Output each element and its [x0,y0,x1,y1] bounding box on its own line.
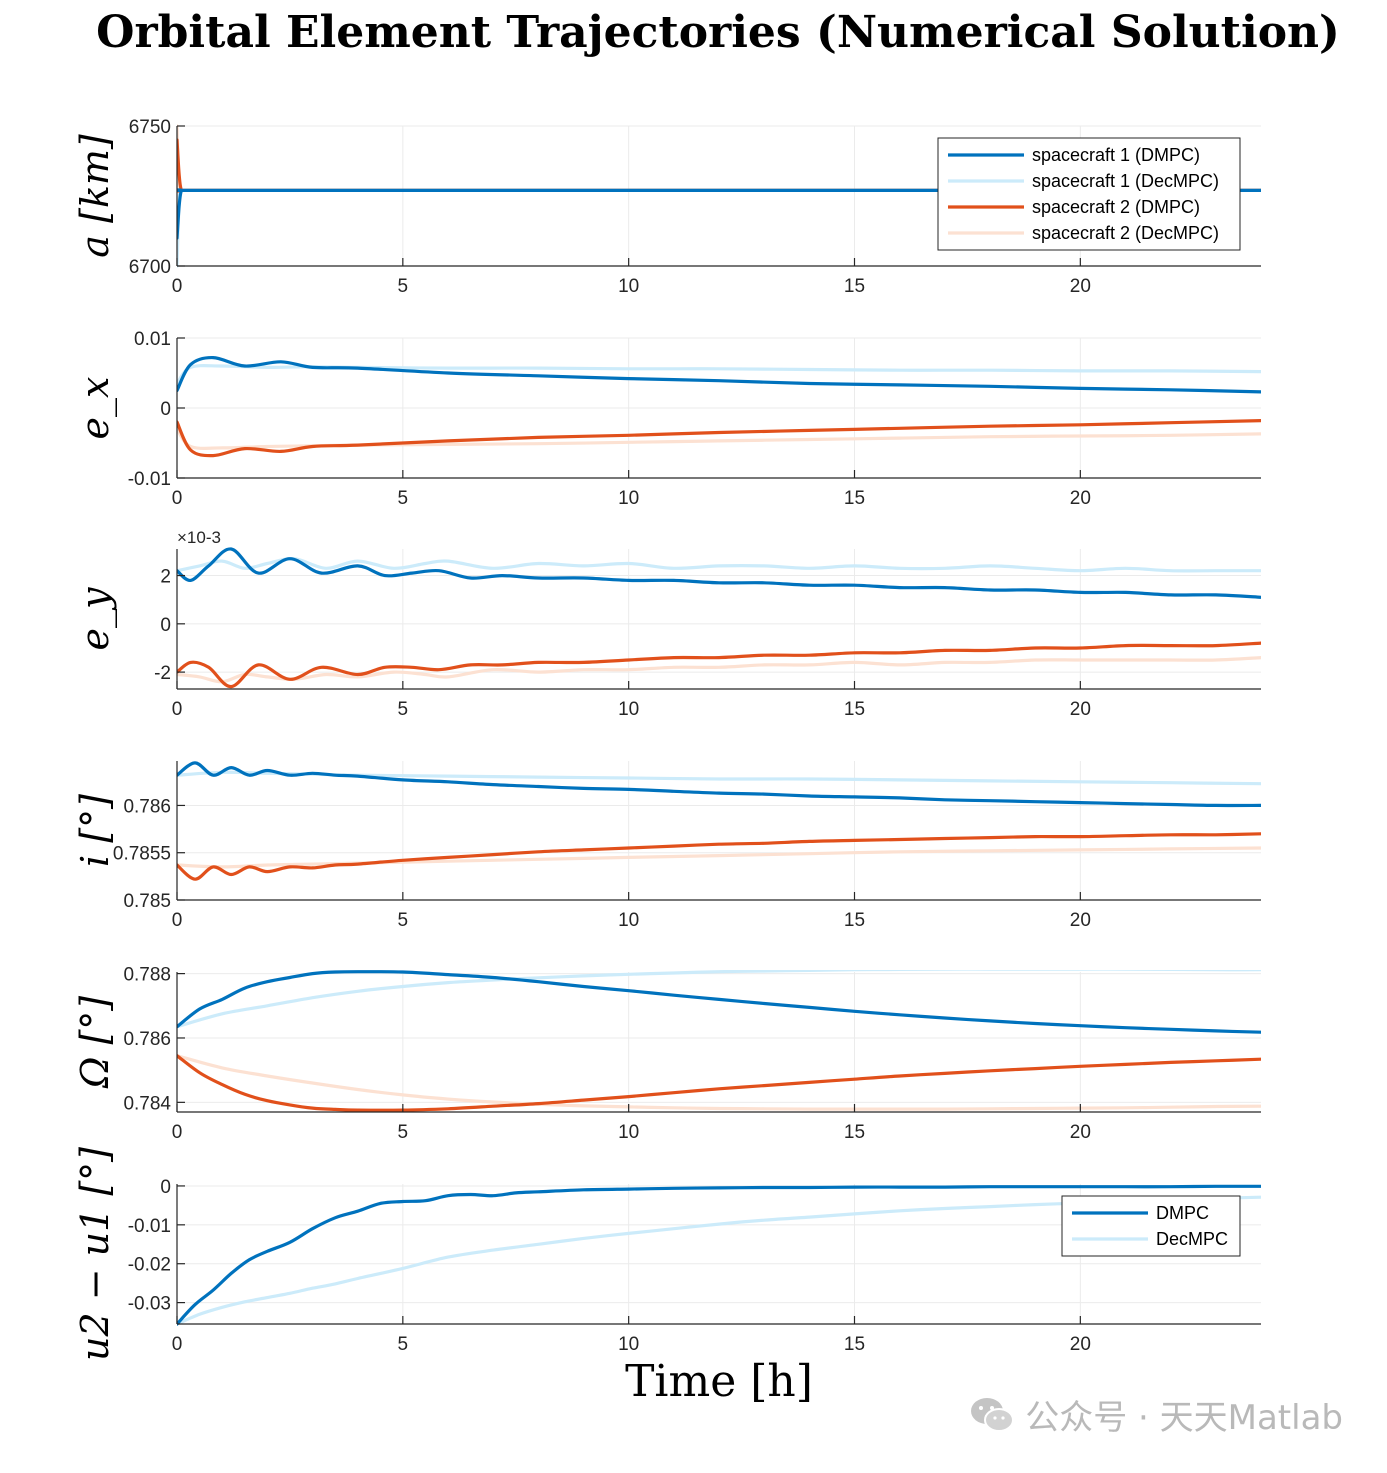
wechat-icon [971,1397,1015,1432]
x-tick-label: 10 [618,1334,639,1355]
y-tick-label: 0 [160,615,171,636]
panel-du: 0 5 10 15 20 -0.03 -0.02 -0.01 0 u2 − u1 [°] Time … [73,1147,1261,1407]
y-tick-label: 2 [160,567,171,588]
y-tick-label: 6700 [129,257,171,278]
legend: spacecraft 1 (DMPC) spacecraft 1 (DecMPC)… [937,137,1241,251]
y-axis-label: e_y [73,587,118,650]
x-tick-label: 0 [172,1122,183,1143]
legend-box [1061,1195,1241,1257]
legend-entry-label: spacecraft 2 (DecMPC) [1032,223,1219,243]
y-tick-label: -2 [154,663,171,684]
y-axis-label: u2 − u1 [°] [73,1147,117,1361]
x-tick-label: 5 [398,276,409,297]
x-tick-label: 5 [398,488,409,509]
x-tick-label: 0 [172,1334,183,1355]
watermark: 公众号 · 天天Matlab [969,1390,1343,1439]
series-line-spacecraft-1-dmpc- [177,355,1261,394]
y-axis-label: Ω [°] [73,996,117,1089]
x-tick-label: 20 [1070,1334,1091,1355]
x-tick-label: 15 [844,699,865,720]
legend-entry-label: spacecraft 1 (DMPC) [1032,145,1200,165]
x-tick-label: 20 [1070,699,1091,720]
watermark-text: 公众号 · 天天Matlab [1025,1398,1343,1438]
y-tick-label: 0.784 [123,1093,171,1114]
y-axis-label: e_x [73,377,118,440]
series-line-dmpc [177,1184,1261,1326]
y-tick-label: 0.7855 [113,844,171,865]
x-tick-label: 0 [172,276,183,297]
legend-box [937,137,1241,251]
series-line-spacecraft-2-dmpc- [177,1054,1261,1112]
panel-i: 0 5 10 15 20 0.785 0.7855 0.786 i [°] [73,761,1261,931]
legend-entry-label: DMPC [1156,1203,1209,1223]
x-tick-label: 5 [398,910,409,931]
y-tick-label: -0.01 [128,469,171,490]
panel-a: 0 5 10 15 20 6700 6750 a [km] spacecraft 1 (DMPC… [73,117,1261,297]
series-line-spacecraft-2-dmpc- [177,419,1261,458]
x-tick-label: 15 [844,1122,865,1143]
series-line-spacecraft-2-decmpc- [177,427,1261,450]
x-tick-label: 10 [618,1122,639,1143]
legend-entry-label: DecMPC [1156,1229,1228,1249]
y-axis-label: i [°] [73,794,117,867]
series-line-spacecraft-2-dmpc- [177,832,1261,881]
series-line-spacecraft-1-dmpc- [177,188,1261,240]
series-line-spacecraft-1-dmpc- [177,761,1261,808]
series-line-decmpc [177,1195,1261,1326]
legend-entry-label: spacecraft 2 (DMPC) [1032,197,1200,217]
x-tick-label: 10 [618,276,639,297]
y-tick-label: 0.01 [134,329,171,350]
x-tick-label: 20 [1070,488,1091,509]
series-line-spacecraft-1-decmpc- [177,970,1261,1029]
series-line-spacecraft-1-decmpc- [177,364,1261,386]
x-tick-label: 15 [844,910,865,931]
y-tick-label: 0.786 [123,1029,171,1050]
y-tick-label: 0 [160,1177,171,1198]
figure-title: Orbital Element Trajectories (Numerical … [96,7,1340,58]
y-tick-label: 6750 [129,117,171,138]
y-axis-label: a [km] [73,134,117,258]
x-tick-label: 15 [844,1334,865,1355]
series-line-spacecraft-2-decmpc- [177,1054,1261,1111]
x-tick-label: 20 [1070,910,1091,931]
x-tick-label: 10 [618,910,639,931]
x-tick-label: 20 [1070,276,1091,297]
x-tick-label: 0 [172,910,183,931]
x-tick-label: 15 [844,276,865,297]
x-tick-label: 10 [618,488,639,509]
legend-entry-label: spacecraft 1 (DecMPC) [1032,171,1219,191]
x-tick-label: 15 [844,488,865,509]
y-tick-label: 0.788 [123,965,171,986]
series-line-spacecraft-2-dmpc- [177,641,1261,689]
x-tick-label: 0 [172,699,183,720]
x-tick-label: 5 [398,1122,409,1143]
panel-Omega: 0 5 10 15 20 0.784 0.786 0.788 Ω [°] [73,965,1261,1143]
x-axis-label: Time [h] [625,1356,813,1407]
y-tick-label: 0.785 [123,891,171,912]
series-line-spacecraft-2-decmpc- [177,846,1261,869]
y-tick-label: -0.01 [128,1216,171,1237]
y-tick-label: -0.02 [128,1255,171,1276]
y-tick-label: 0.786 [123,796,171,817]
panel-ey: 0 5 10 15 20-202×10-3e_y [73,528,1261,720]
x-tick-label: 0 [172,488,183,509]
series-line-spacecraft-1-dmpc- [177,970,1261,1034]
y-exponent-label: ×10-3 [177,528,221,547]
x-tick-label: 5 [398,699,409,720]
x-tick-label: 5 [398,1334,409,1355]
y-tick-label: -0.03 [128,1294,171,1315]
y-tick-label: 0 [160,399,171,420]
x-tick-label: 20 [1070,1122,1091,1143]
x-tick-label: 10 [618,699,639,720]
series-line-spacecraft-1-dmpc- [177,547,1261,599]
legend: DMPC DecMPC [1061,1195,1241,1257]
